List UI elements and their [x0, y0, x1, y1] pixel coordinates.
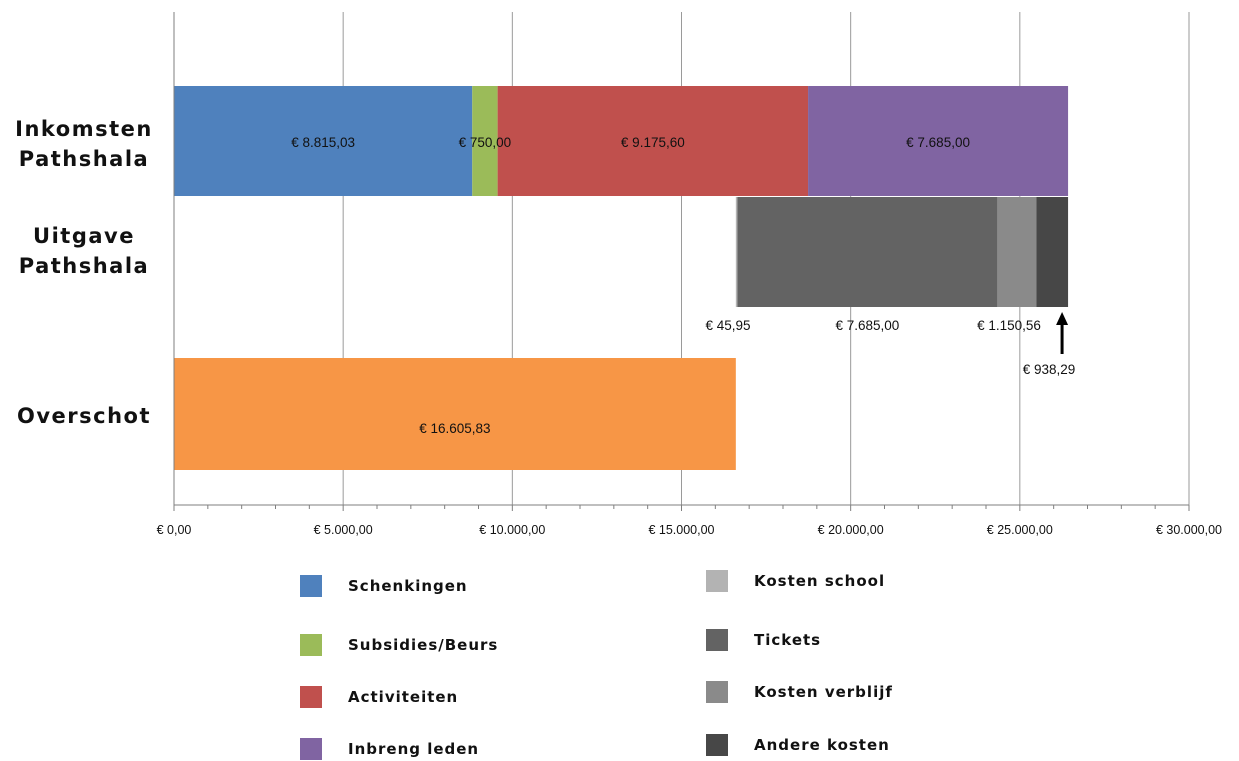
x-tick-label: € 15.000,00 [648, 523, 714, 537]
legend-label: Activiteiten [348, 688, 459, 706]
bar-segment [174, 358, 736, 470]
bar-segment [735, 197, 738, 307]
legend-label: Tickets [754, 631, 822, 649]
legend-swatch [300, 634, 322, 656]
data-label: € 16.605,83 [419, 421, 490, 436]
legend-item-andere-kosten: Andere kosten [706, 734, 890, 756]
data-labels: € 8.815,03 € 750,00 € 9.175,60 € 7.685,00 € … [291, 135, 1075, 436]
legend-item-kosten-verblijf: Kosten verblijf [706, 681, 893, 703]
legend-item-activiteiten: Activiteiten [300, 686, 458, 708]
bar-segment [497, 86, 809, 196]
x-tick-label: € 25.000,00 [987, 523, 1053, 537]
legend-swatch [300, 686, 322, 708]
legend-swatch [706, 734, 728, 756]
legend-label: Subsidies/Beurs [348, 636, 499, 654]
data-label: € 7.685,00 [835, 318, 899, 333]
legend-label: Inbreng leden [348, 740, 480, 758]
legend-item-schenkingen: Schenkingen [300, 575, 468, 597]
x-tick-label: € 20.000,00 [818, 523, 884, 537]
data-label: € 7.685,00 [906, 135, 970, 150]
legend-swatch [300, 575, 322, 597]
category-label: Overschot [17, 404, 151, 428]
x-tick-label: € 30.000,00 [1156, 523, 1222, 537]
legend-item-kosten-school: Kosten school [706, 570, 885, 592]
bar-segment [808, 86, 1069, 196]
data-label: € 750,00 [459, 135, 512, 150]
legend-item-inbreng-leden: Inbreng leden [300, 738, 479, 760]
data-label: € 1.150,56 [977, 318, 1041, 333]
legend-item-tickets: Tickets [706, 629, 821, 651]
x-axis: € 0,00 € 5.000,00 € 10.000,00 € 15.000,00 € … [157, 12, 1222, 537]
bar-segment [174, 86, 473, 196]
category-label: Inkomsten Pathshala [15, 117, 153, 171]
legend-label: Kosten school [754, 572, 886, 590]
data-label: € 9.175,60 [621, 135, 685, 150]
bar-segment [1036, 197, 1069, 307]
legend-swatch [706, 681, 728, 703]
data-label: € 45,95 [705, 318, 750, 333]
legend-label: Kosten verblijf [754, 683, 893, 701]
legend-swatch [706, 570, 728, 592]
x-tick-label: € 5.000,00 [314, 523, 373, 537]
x-tick-label: € 10.000,00 [479, 523, 545, 537]
legend-label: Andere kosten [754, 736, 890, 754]
bar-segment [737, 197, 998, 307]
legend-label: Schenkingen [348, 577, 468, 595]
legend-item-subsidies-beurs: Subsidies/Beurs [300, 634, 498, 656]
data-label: € 938,29 [1023, 362, 1076, 377]
category-labels: Inkomsten Pathshala Uitgave Pathshala Oversc… [15, 117, 153, 428]
category-label: Uitgave Pathshala [19, 224, 149, 278]
legend-swatch [706, 629, 728, 651]
data-label: € 8.815,03 [291, 135, 355, 150]
legend-swatch [300, 738, 322, 760]
bar-segment [472, 86, 498, 196]
bar-segment [997, 197, 1037, 307]
x-tick-label: € 0,00 [157, 523, 192, 537]
annotation-arrow-head [1056, 312, 1069, 325]
bars [174, 86, 1069, 470]
